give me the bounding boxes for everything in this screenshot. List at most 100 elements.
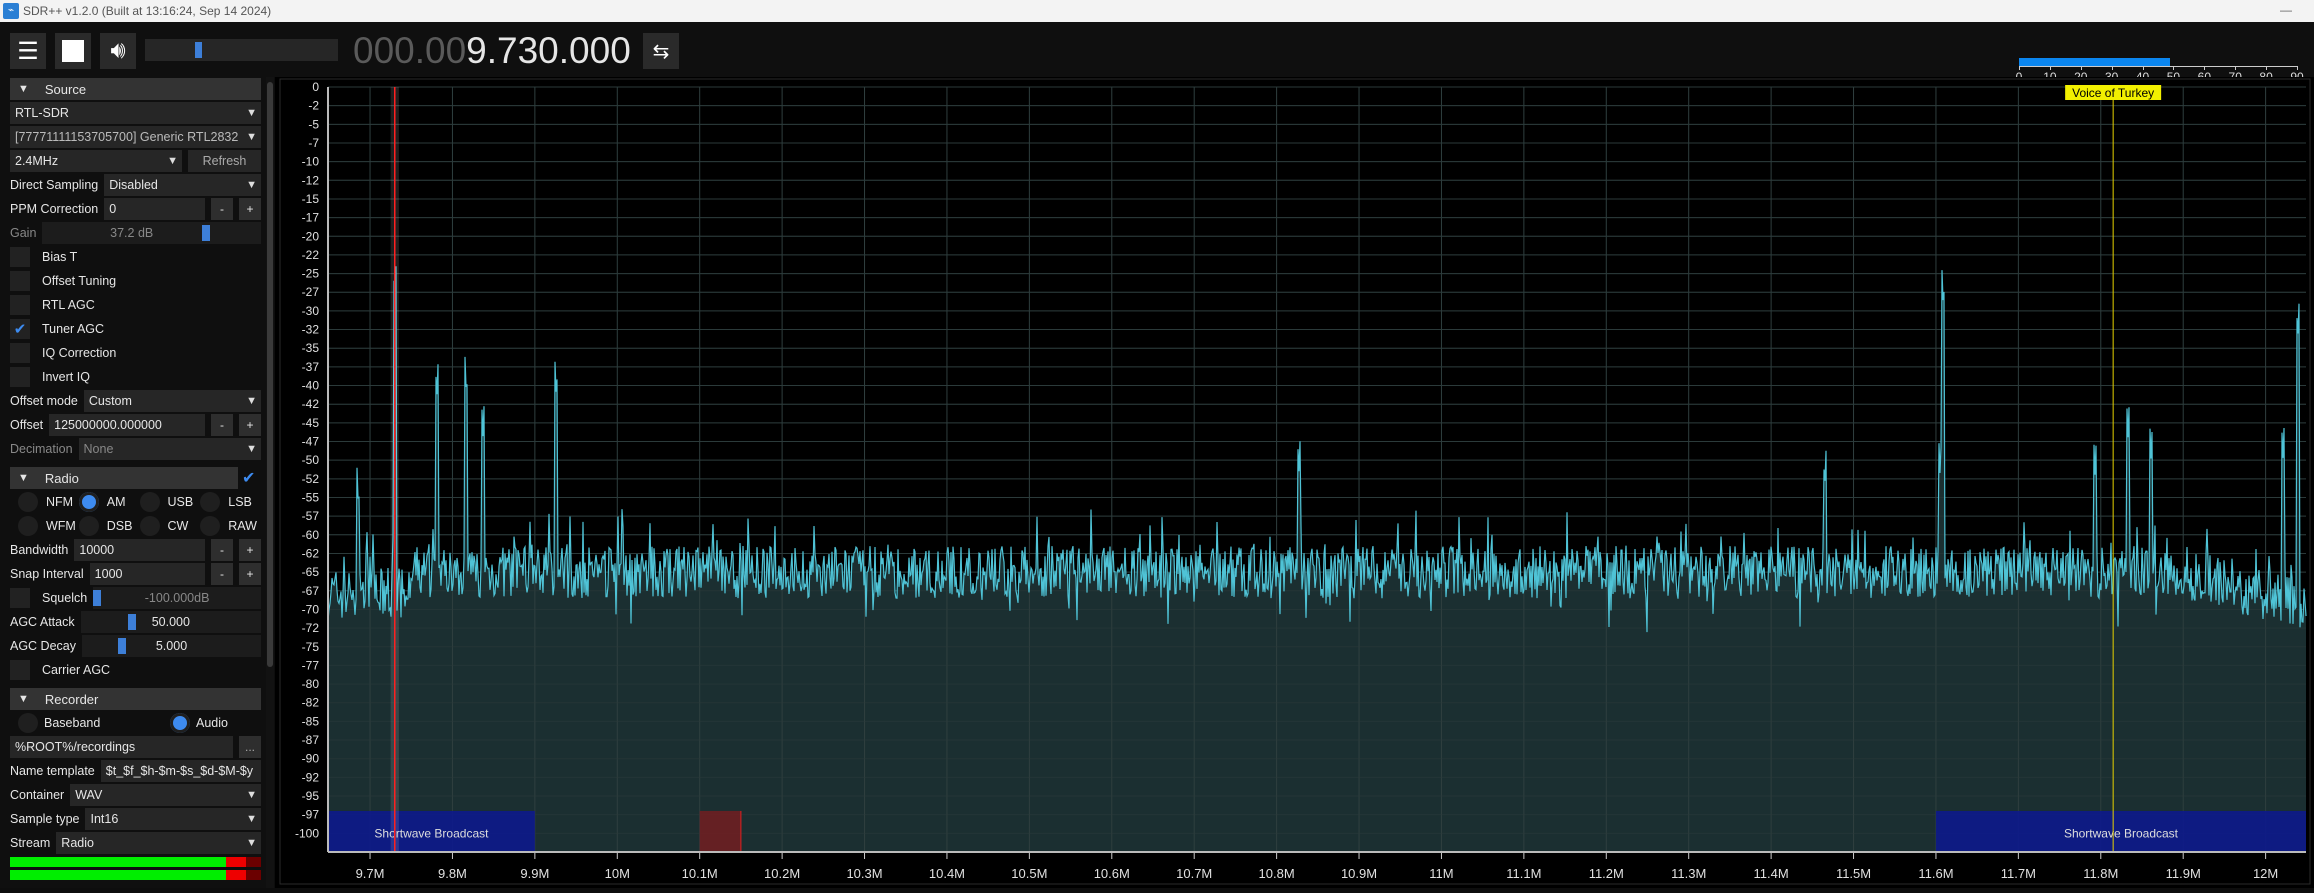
checkbox[interactable]: [10, 247, 30, 267]
mode-radio-nfm[interactable]: NFM: [18, 492, 79, 512]
agc-decay-slider[interactable]: 5.000: [82, 635, 261, 657]
offset-input[interactable]: 125000000.000000: [49, 414, 205, 436]
device-select[interactable]: [77771111153705700] Generic RTL2832: [10, 126, 261, 148]
checkbox[interactable]: ✔: [10, 319, 30, 339]
snap-interval-input[interactable]: 1000: [89, 563, 205, 585]
checkbox[interactable]: [10, 295, 30, 315]
y-tick-label: -82: [302, 696, 320, 710]
spectrum-plot[interactable]: 0 -2 -5 -7 -10 -12 -15 -17 -20 -22 -25 -27 -30 -32 -35…: [275, 77, 2314, 888]
checkbox-row[interactable]: Offset Tuning: [10, 270, 261, 292]
volume-slider[interactable]: [145, 39, 338, 61]
mute-button[interactable]: 🔊︎: [100, 33, 136, 69]
direct-sampling-label: Direct Sampling: [10, 178, 99, 192]
mode-radio-cw[interactable]: CW: [139, 516, 201, 536]
checkbox-row[interactable]: Bias T: [10, 246, 261, 268]
ppm-input[interactable]: 0: [104, 198, 205, 220]
bookmark-label[interactable]: Voice of Turkey: [2072, 86, 2154, 100]
x-tick-label: 10.7M: [1176, 866, 1212, 881]
radio-header[interactable]: ▼ Radio: [10, 467, 238, 489]
recorder-header[interactable]: ▼ Recorder: [10, 688, 261, 710]
sample-type-select[interactable]: Int16: [85, 808, 261, 830]
frequency-digits[interactable]: 9.730.000: [466, 30, 631, 71]
offset-minus-button[interactable]: -: [211, 414, 233, 436]
audio-radio[interactable]: [170, 713, 190, 733]
browse-button[interactable]: ...: [239, 736, 261, 758]
snap-plus-button[interactable]: +: [239, 563, 261, 585]
radio-button[interactable]: [78, 492, 99, 512]
container-select[interactable]: WAV: [70, 784, 261, 806]
radio-button[interactable]: [78, 516, 99, 536]
source-header[interactable]: ▼ Source: [10, 78, 261, 100]
agc-attack-slider[interactable]: 50.000: [80, 611, 261, 633]
bandwidth-minus-button[interactable]: -: [211, 539, 233, 561]
bandplan-region[interactable]: [328, 810, 535, 852]
mode-radio-wfm[interactable]: WFM: [18, 516, 79, 536]
mode-radio-lsb[interactable]: LSB: [200, 492, 261, 512]
bandplan-region[interactable]: [699, 810, 741, 852]
checkbox[interactable]: [10, 367, 30, 387]
snap-minus-button[interactable]: -: [211, 563, 233, 585]
mode-label: NFM: [46, 495, 74, 509]
name-template-input[interactable]: $t_$f_$h-$m-$s_$d-$M-$y: [100, 760, 261, 782]
checkbox[interactable]: [10, 271, 30, 291]
ppm-minus-button[interactable]: -: [211, 198, 233, 220]
x-tick-label: 9.8M: [438, 866, 467, 881]
radio-button[interactable]: [139, 516, 160, 536]
bandplan-region[interactable]: [1935, 810, 2306, 852]
radio-enabled-checkbox[interactable]: ✔: [242, 470, 256, 487]
offset-plus-button[interactable]: +: [239, 414, 261, 436]
mode-radio-raw[interactable]: RAW: [200, 516, 261, 536]
minimize-button[interactable]: —: [2280, 3, 2292, 17]
direct-sampling-select[interactable]: Disabled: [104, 174, 261, 196]
checkbox-row[interactable]: ✔ Tuner AGC: [10, 318, 261, 340]
frequency-leading-digits[interactable]: 000.00: [353, 30, 467, 71]
y-tick-label: 0: [312, 80, 319, 94]
squelch-slider[interactable]: -100.000dB: [93, 587, 261, 609]
sample-rate-select[interactable]: 2.4MHz: [10, 150, 182, 172]
radio-button[interactable]: [200, 516, 221, 536]
menu-button[interactable]: ☰: [10, 33, 46, 69]
mode-radio-dsb[interactable]: DSB: [78, 516, 140, 536]
gain-slider[interactable]: 37.2 dB: [42, 222, 261, 244]
radio-button[interactable]: [18, 492, 38, 512]
mode-radio-am[interactable]: AM: [78, 492, 140, 512]
radio-button[interactable]: [18, 516, 38, 536]
fft-panel[interactable]: 0 -2 -5 -7 -10 -12 -15 -17 -20 -22 -25 -27 -30 -32 -35…: [275, 77, 2314, 888]
bandwidth-input[interactable]: 10000: [74, 539, 205, 561]
bookmark-tag[interactable]: [2065, 85, 2162, 100]
baseband-radio[interactable]: [18, 713, 38, 733]
frequency-display[interactable]: 000.009.730.000: [353, 30, 631, 72]
squelch-checkbox[interactable]: [10, 588, 30, 608]
ppm-plus-button[interactable]: +: [239, 198, 261, 220]
stream-select[interactable]: Radio: [56, 832, 261, 854]
radio-button[interactable]: [200, 492, 221, 512]
radio-button[interactable]: [139, 492, 160, 512]
sidebar-scrollbar-thumb[interactable]: [267, 82, 273, 667]
volume-slider-grab[interactable]: [195, 42, 203, 58]
snr-tick: [2297, 66, 2298, 70]
recording-path-input[interactable]: %ROOT%/recordings: [10, 736, 233, 758]
audio-level-meter: [10, 870, 261, 880]
checkbox[interactable]: [10, 343, 30, 363]
title-bar: ⌁ SDR++ v1.2.0 (Built at 13:16:24, Sep 1…: [0, 0, 2314, 22]
carrier-agc-checkbox[interactable]: [10, 660, 30, 680]
audio-level-green: [10, 870, 226, 880]
y-tick-label: -55: [302, 490, 320, 504]
device-type-select[interactable]: RTL-SDR: [10, 102, 261, 124]
mode-radio-usb[interactable]: USB: [139, 492, 201, 512]
y-tick-label: -22: [302, 248, 320, 262]
checkbox-row[interactable]: IQ Correction: [10, 342, 261, 364]
stop-button[interactable]: [55, 33, 91, 69]
y-tick-label: -100: [295, 826, 319, 840]
checkbox-row[interactable]: RTL AGC: [10, 294, 261, 316]
decimation-select[interactable]: None: [78, 438, 261, 460]
refresh-button[interactable]: Refresh: [188, 150, 261, 172]
y-tick-label: -45: [302, 416, 320, 430]
stop-icon: [62, 40, 84, 62]
checkbox-row[interactable]: Invert IQ: [10, 366, 261, 388]
sidebar-scrollbar[interactable]: [266, 77, 274, 888]
y-tick-label: -47: [302, 435, 320, 449]
bandwidth-plus-button[interactable]: +: [239, 539, 261, 561]
tuning-mode-button[interactable]: ⇆: [643, 33, 679, 69]
offset-mode-select[interactable]: Custom: [83, 390, 261, 412]
